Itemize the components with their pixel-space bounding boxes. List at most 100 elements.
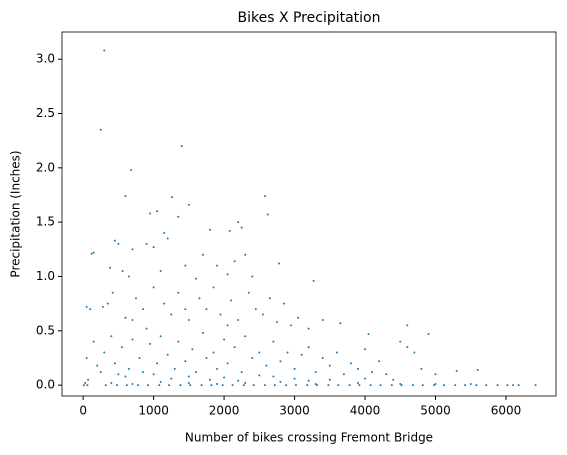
point xyxy=(208,228,211,231)
point xyxy=(364,377,367,380)
point xyxy=(130,168,133,171)
point xyxy=(187,318,190,321)
point xyxy=(294,384,297,387)
point xyxy=(240,371,243,374)
point xyxy=(420,367,423,370)
point xyxy=(170,377,173,380)
point xyxy=(293,377,296,380)
point xyxy=(328,378,331,381)
point xyxy=(261,313,264,316)
point xyxy=(187,381,190,384)
point xyxy=(152,373,155,376)
point xyxy=(163,302,166,305)
x-tick-label: 6000 xyxy=(491,404,522,418)
x-axis-label: Number of bikes crossing Fremont Bridge xyxy=(185,431,433,445)
point xyxy=(442,384,445,387)
point xyxy=(101,305,104,308)
point xyxy=(96,364,99,367)
point xyxy=(321,356,324,359)
point xyxy=(108,266,111,269)
point xyxy=(455,370,458,373)
point xyxy=(177,291,180,294)
point xyxy=(356,381,359,384)
point xyxy=(342,373,345,376)
point xyxy=(534,384,537,387)
point xyxy=(208,378,211,381)
point xyxy=(233,346,236,349)
point xyxy=(216,383,219,386)
point xyxy=(358,384,361,387)
point xyxy=(191,348,194,351)
point xyxy=(314,383,317,386)
point xyxy=(87,378,90,381)
point xyxy=(228,229,231,232)
point xyxy=(187,203,190,206)
point xyxy=(240,226,243,229)
point xyxy=(216,264,219,267)
point xyxy=(244,335,247,338)
x-tick-label: 3000 xyxy=(279,404,310,418)
point xyxy=(85,305,88,308)
point xyxy=(89,308,92,311)
point xyxy=(110,335,113,338)
point xyxy=(335,351,338,354)
point xyxy=(145,327,148,330)
point xyxy=(124,375,127,378)
point xyxy=(131,318,134,321)
point xyxy=(339,322,342,325)
point xyxy=(223,376,226,379)
point xyxy=(173,367,176,370)
point xyxy=(90,252,93,255)
point xyxy=(201,331,204,334)
point xyxy=(216,367,219,370)
point xyxy=(184,264,187,267)
point xyxy=(198,297,201,300)
point xyxy=(212,286,215,289)
x-tick-label: 0 xyxy=(79,404,87,418)
point xyxy=(285,384,288,387)
point xyxy=(226,324,229,327)
point xyxy=(210,384,213,387)
point xyxy=(138,356,141,359)
point xyxy=(247,291,250,294)
point xyxy=(242,384,245,387)
point xyxy=(485,384,488,387)
point xyxy=(475,384,478,387)
point xyxy=(99,128,102,131)
point xyxy=(184,308,187,311)
point xyxy=(454,384,457,387)
point xyxy=(434,373,437,376)
point xyxy=(189,384,192,387)
point xyxy=(124,195,127,198)
point xyxy=(166,353,169,356)
y-tick-label: 0.5 xyxy=(36,323,55,337)
y-tick-label: 0.0 xyxy=(36,378,55,392)
point xyxy=(258,351,261,354)
point xyxy=(103,351,106,354)
point xyxy=(506,384,509,387)
point xyxy=(92,340,95,343)
point xyxy=(84,381,87,384)
point xyxy=(328,364,331,367)
point xyxy=(187,375,190,378)
point xyxy=(104,384,107,387)
y-tick-label: 1.5 xyxy=(36,215,55,229)
point xyxy=(158,384,161,387)
point xyxy=(434,383,437,386)
point xyxy=(390,384,393,387)
point xyxy=(263,384,266,387)
point xyxy=(131,248,134,251)
point xyxy=(125,384,128,387)
point xyxy=(237,379,240,382)
point xyxy=(476,368,479,371)
point xyxy=(121,270,124,273)
point xyxy=(180,145,183,148)
point xyxy=(265,364,268,367)
point xyxy=(184,360,187,363)
point xyxy=(266,213,269,216)
point xyxy=(369,384,372,387)
point xyxy=(316,384,319,387)
point xyxy=(226,273,229,276)
point xyxy=(293,367,296,370)
